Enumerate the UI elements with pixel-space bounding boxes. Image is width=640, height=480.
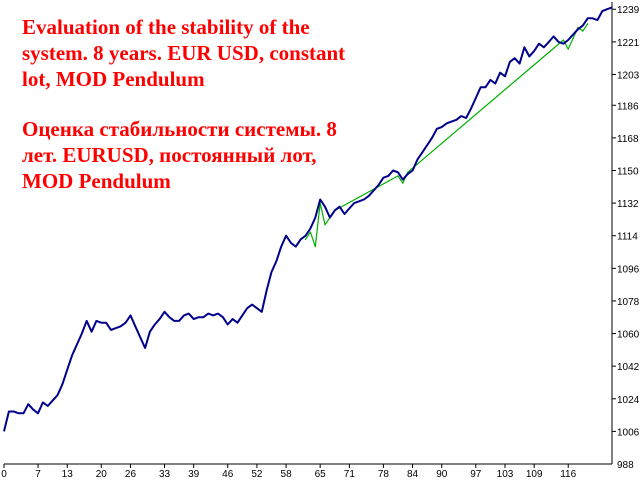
x-tick-label: 13 <box>62 469 74 480</box>
y-tick-label: 1132 <box>617 199 639 210</box>
y-tick-label: 1078 <box>617 297 640 308</box>
y-tick-label: 1114 <box>617 232 638 243</box>
caption-english: Evaluation of the stability of the syste… <box>22 15 346 91</box>
caption-russian: Оценка стабильности системы. 8 лет. EURU… <box>22 117 337 193</box>
x-tick-label: 20 <box>96 469 108 480</box>
x-tick-label: 52 <box>251 469 263 480</box>
y-tick-label: 1060 <box>617 330 640 341</box>
y-tick-label: 1221 <box>617 38 640 49</box>
x-tick-label: 78 <box>378 469 390 480</box>
y-tick-label: 1150 <box>617 166 639 177</box>
equity-point <box>587 23 589 25</box>
x-tick-label: 26 <box>125 469 137 480</box>
equity-point <box>397 175 399 177</box>
y-tick-label-bottom: 988 <box>617 460 634 471</box>
equity-point <box>407 171 409 173</box>
x-tick-label: 33 <box>159 469 171 480</box>
y-tick-label: 1239 <box>617 5 640 16</box>
equity-point <box>324 224 326 226</box>
x-tick-label: 58 <box>281 469 293 480</box>
series-layer <box>3 6 613 432</box>
equity-point <box>577 26 579 28</box>
equity-point <box>567 48 569 50</box>
x-tick-label: 7 <box>35 469 41 480</box>
x-tick-label: 0 <box>1 469 7 480</box>
equity-point <box>314 245 316 248</box>
x-tick-label: 65 <box>315 469 327 480</box>
x-tick-label: 97 <box>470 469 482 480</box>
equity-point <box>572 37 574 39</box>
x-tick-label: 71 <box>344 469 356 480</box>
x-tick-label: 90 <box>436 469 448 480</box>
x-tick-label: 109 <box>526 469 543 480</box>
x-tick-label: 39 <box>188 469 200 480</box>
x-tick-label: 46 <box>222 469 234 480</box>
equity-point <box>402 182 404 184</box>
y-tick-label: 1096 <box>617 264 640 275</box>
y-tick-label: 1168 <box>617 134 639 145</box>
y-tick-label: 1203 <box>617 70 640 81</box>
x-tick-label: 84 <box>407 469 419 480</box>
equity-point <box>582 30 584 32</box>
plot-frame <box>4 2 613 465</box>
x-tick-label: 116 <box>560 469 576 480</box>
x-axis: 0 7 13 20 26 33 39 46 52 58 65 71 78 84 90 97 103 109 116 <box>1 464 577 480</box>
equity-point <box>304 238 307 240</box>
x-tick-label: 103 <box>497 469 514 480</box>
y-tick-label: 1006 <box>617 427 640 438</box>
y-tick-label: 1186 <box>617 101 639 112</box>
equity-point <box>309 231 312 233</box>
y-tick-label: 1024 <box>617 395 640 406</box>
equity-line <box>305 23 589 248</box>
y-tick-label: 1042 <box>617 362 640 373</box>
y-axis: 1006 1024 1042 1060 1078 1096 1114 1132 1150 1168… <box>612 5 640 471</box>
equity-point <box>562 39 564 41</box>
balance-line <box>3 6 613 432</box>
